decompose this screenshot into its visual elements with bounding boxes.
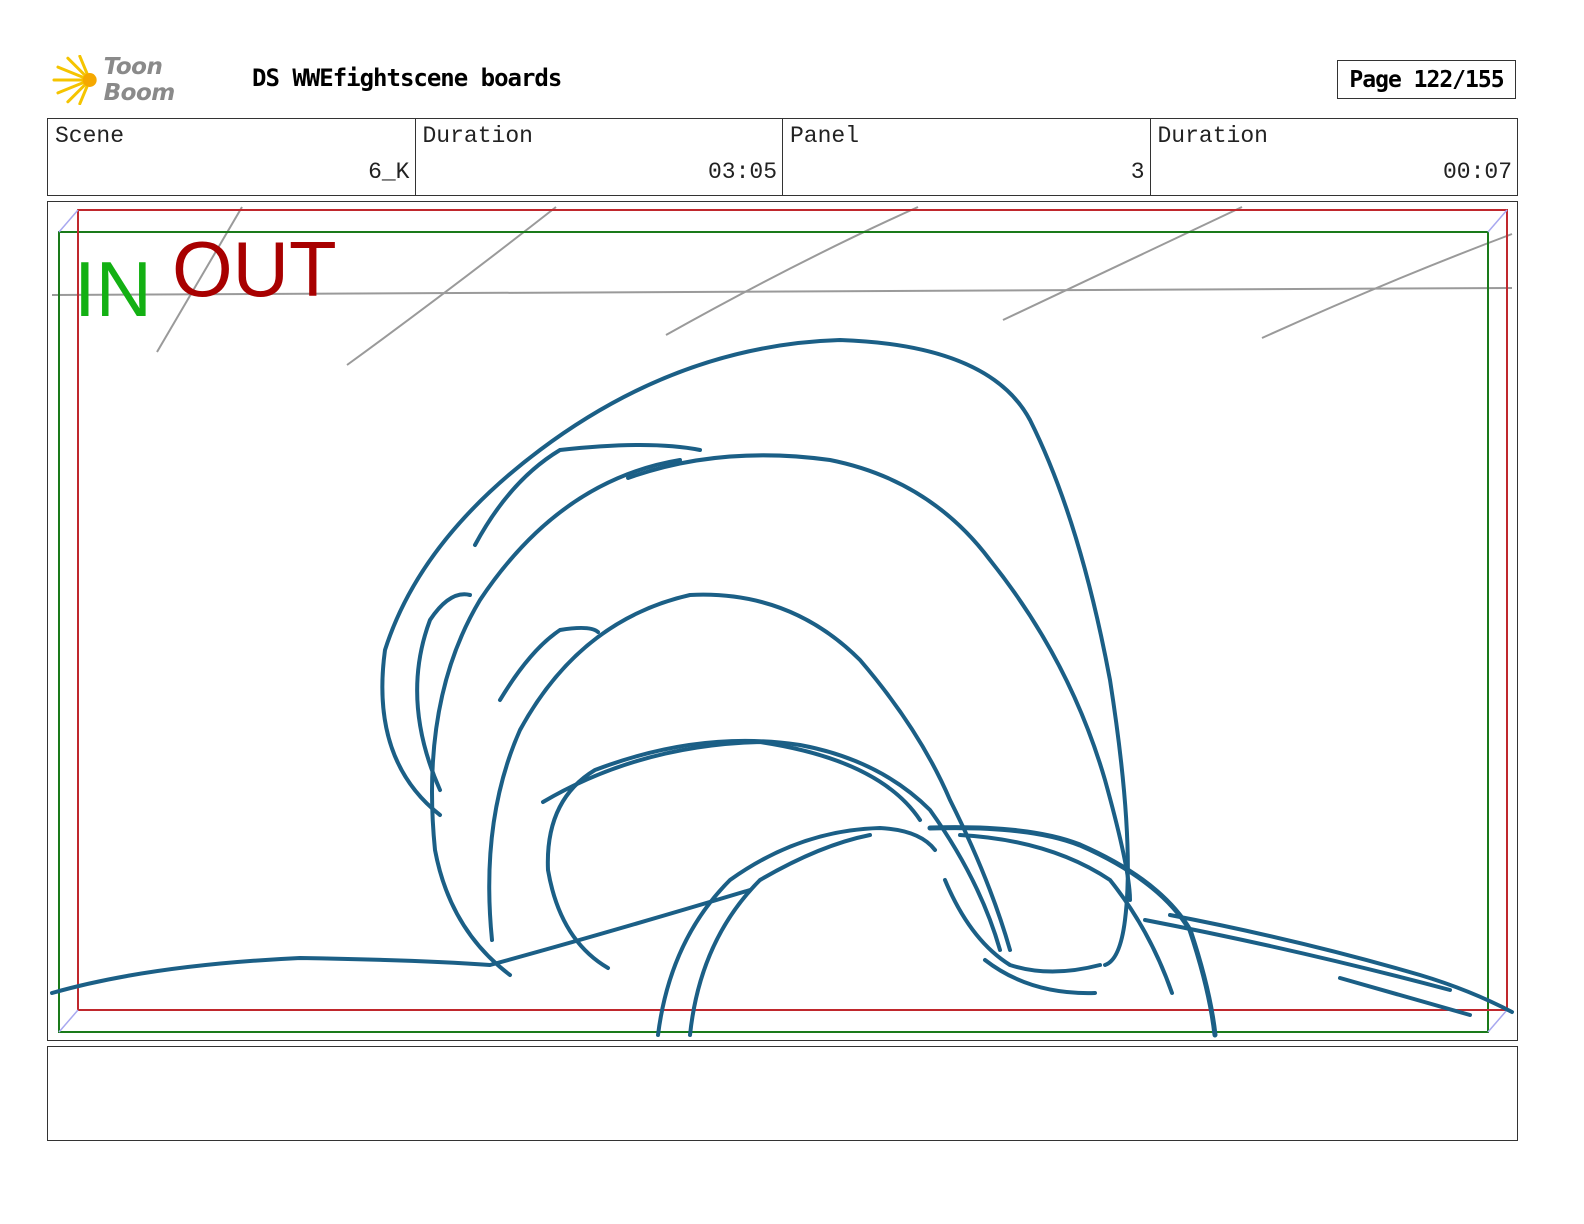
scene-duration-value: 03:05 xyxy=(707,159,777,185)
scene-value: 6_K xyxy=(368,159,410,185)
scene-duration-cell: Duration 03:05 xyxy=(416,119,783,195)
panel-duration-value: 00:07 xyxy=(1442,159,1512,185)
scene-cell: Scene 6_K xyxy=(48,119,416,195)
panel-duration-label: Duration xyxy=(1157,123,1268,149)
scene-label: Scene xyxy=(55,123,125,149)
in-label: IN xyxy=(74,245,152,333)
logo-text: Toon Boom xyxy=(103,54,176,106)
board-title: DS WWEfightscene boards xyxy=(252,64,562,92)
guide-lines xyxy=(51,206,1513,366)
scene-duration-label: Duration xyxy=(422,123,533,149)
starburst-icon xyxy=(52,55,97,105)
in-frame xyxy=(58,231,1489,1033)
panel-value: 3 xyxy=(1130,159,1145,185)
toon-boom-logo: Toon Boom xyxy=(50,54,240,106)
panel-label: Panel xyxy=(790,123,860,149)
panel-image xyxy=(47,201,1518,1041)
panel-duration-cell: Duration 00:07 xyxy=(1151,119,1518,195)
panel-cell: Panel 3 xyxy=(783,119,1151,195)
sketch-strokes xyxy=(50,337,1514,1038)
out-frame xyxy=(77,209,1508,1011)
frame-arrows xyxy=(58,209,1508,1033)
notes-box xyxy=(47,1046,1518,1141)
page-number: Page 122/155 xyxy=(1337,60,1516,99)
out-label: OUT xyxy=(172,225,337,313)
info-bar: Scene 6_K Duration 03:05 Panel 3 Duratio… xyxy=(47,118,1518,196)
